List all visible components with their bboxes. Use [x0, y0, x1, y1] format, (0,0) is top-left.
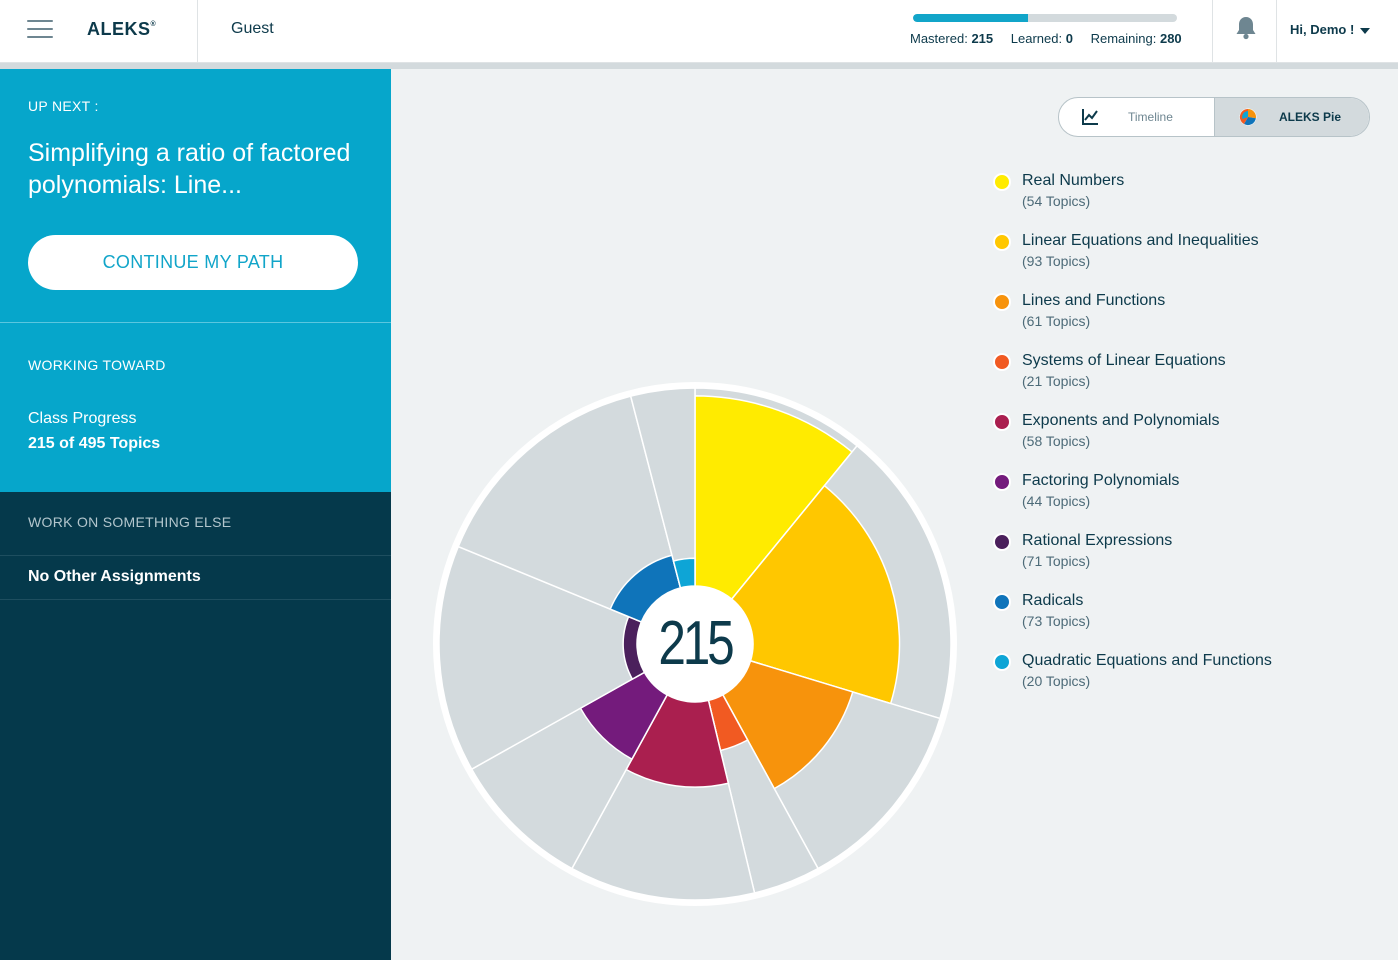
header-divider: [197, 0, 198, 63]
header-band: [0, 63, 1398, 69]
pie-slice-mastered[interactable]: [730, 484, 901, 705]
header-divider: [1212, 0, 1213, 63]
user-menu[interactable]: Hi, Demo !: [1290, 22, 1371, 37]
timeline-label: Timeline: [1128, 110, 1173, 124]
header-divider: [1276, 0, 1277, 63]
legend-color-dot: [993, 533, 1011, 551]
sidebar-divider: [0, 555, 391, 556]
sidebar-divider: [0, 599, 391, 600]
class-progress-value: 215 of 495 Topics: [28, 435, 161, 452]
class-progress-link[interactable]: Class Progress: [28, 410, 137, 427]
legend-topic-count: (61 Topics): [1022, 313, 1091, 329]
up-next-topic: Simplifying a ratio of factored polynomi…: [28, 139, 351, 199]
legend-slice-name: Radicals: [1022, 592, 1084, 609]
legend-slice-name: Exponents and Polynomials: [1022, 412, 1220, 429]
legend-topic-count: (58 Topics): [1022, 433, 1091, 449]
no-other-assignments: No Other Assignments: [28, 568, 201, 585]
pie-chart-icon: [1239, 108, 1257, 126]
continue-my-path-button[interactable]: CONTINUE MY PATH: [28, 235, 358, 290]
legend-color-dot: [993, 473, 1011, 491]
legend-color-dot: [993, 233, 1011, 251]
legend-slice-name: Lines and Functions: [1022, 292, 1166, 309]
progress-bar-fill: [913, 14, 1028, 22]
legend-topic-count: (44 Topics): [1022, 493, 1091, 509]
legend-slice-name: Linear Equations and Inequalities: [1022, 232, 1259, 249]
legend-topic-count: (73 Topics): [1022, 613, 1091, 629]
aleks-pie-view-button[interactable]: ALEKS Pie: [1214, 98, 1369, 136]
hamburger-menu-icon[interactable]: [27, 19, 53, 39]
legend-slice-name: Rational Expressions: [1022, 532, 1173, 549]
view-toggle: Timeline ALEKS Pie: [1058, 97, 1370, 137]
learned-stat: Learned: 0: [1010, 31, 1073, 46]
mastered-count: 215: [648, 586, 742, 702]
legend-slice-name: Systems of Linear Equations: [1022, 352, 1226, 369]
legend-slice-name: Quadratic Equations and Functions: [1022, 652, 1272, 669]
user-context-label: Guest: [231, 20, 274, 37]
up-next-label: UP NEXT :: [28, 98, 99, 114]
aleks-pie-label: ALEKS Pie: [1279, 110, 1342, 124]
user-greeting: Hi, Demo !: [1290, 22, 1355, 37]
legend-slice-name: Real Numbers: [1022, 172, 1125, 189]
legend-topic-count: (20 Topics): [1022, 673, 1091, 689]
sidebar-divider: [0, 322, 391, 323]
sidebar: UP NEXT : Simplifying a ratio of factore…: [0, 69, 391, 960]
work-on-something-else-label: WORK ON SOMETHING ELSE: [28, 514, 232, 530]
line-chart-icon: [1082, 109, 1098, 125]
mastered-stat: Mastered: 215: [910, 31, 994, 46]
top-header: ALEKS® Guest Mastered: 215 Learned: 0 Re…: [0, 0, 1398, 63]
legend-color-dot: [993, 353, 1011, 371]
bell-icon[interactable]: [1234, 15, 1258, 41]
legend-topic-count: (93 Topics): [1022, 253, 1091, 269]
up-next-panel: UP NEXT : Simplifying a ratio of factore…: [0, 69, 391, 323]
progress-bar: [913, 14, 1177, 22]
remaining-stat: Remaining: 280: [1090, 31, 1182, 46]
legend-color-dot: [993, 653, 1011, 671]
legend-topic-count: (54 Topics): [1022, 193, 1091, 209]
legend-color-dot: [993, 413, 1011, 431]
timeline-view-button[interactable]: Timeline: [1059, 98, 1214, 136]
caret-down-icon: [1360, 27, 1371, 34]
legend-topic-count: (71 Topics): [1022, 553, 1091, 569]
aleks-logo[interactable]: ALEKS®: [87, 19, 157, 39]
working-toward-panel: WORKING TOWARD Class Progress 215 of 495…: [0, 323, 391, 492]
legend-color-dot: [993, 593, 1011, 611]
working-toward-label: WORKING TOWARD: [28, 357, 166, 373]
legend-color-dot: [993, 173, 1011, 191]
progress-stats: Mastered: 215 Learned: 0 Remaining: 280: [910, 31, 1182, 46]
legend-topic-count: (21 Topics): [1022, 373, 1091, 389]
legend-slice-name: Factoring Polynomials: [1022, 472, 1180, 489]
legend-color-dot: [993, 293, 1011, 311]
